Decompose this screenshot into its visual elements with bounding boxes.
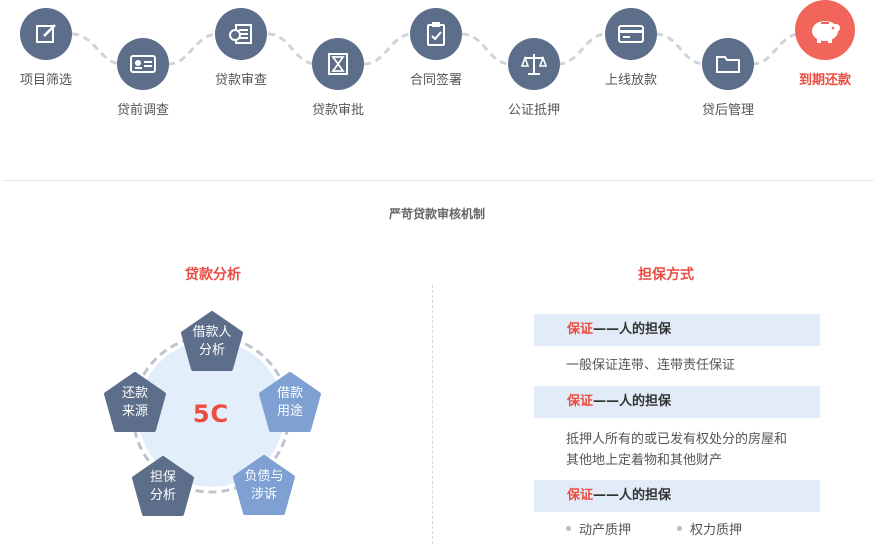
step-label: 项目筛选	[19, 73, 72, 88]
step-label: 公证抵押	[507, 103, 560, 118]
pentagon-repayment-source: 还款 来源	[103, 372, 167, 434]
pentagon-guarantee-analysis: 担保 分析	[131, 456, 195, 518]
guarantee-title: 担保方式	[638, 267, 694, 283]
mechanism-title: 严苛贷款审核机制	[388, 207, 485, 221]
step-label: 贷款审查	[214, 73, 267, 88]
bullet-item: 动产质押	[566, 519, 631, 538]
step-label: 合同签署	[409, 73, 462, 88]
process-connector-line	[71, 32, 801, 66]
credit-card-icon	[605, 8, 657, 60]
guarantee-bar: 保证——人的担保	[534, 386, 820, 418]
guarantee-rest: ——人的担保	[593, 488, 672, 503]
five-c-label: 5C	[192, 400, 230, 428]
step-label: 贷后管理	[701, 103, 754, 118]
pentagon-debt-litigation: 负债与 涉诉	[232, 455, 296, 517]
bullet-dot	[566, 526, 571, 531]
five-c-diagram: 5C 借款人 分析 借款 用途 负债与 涉诉 担保 分析 还款 来源	[100, 308, 330, 544]
guarantee-key: 保证	[567, 488, 594, 503]
guarantee-text: 一般保证连带、连带责任保证	[566, 358, 736, 373]
clipboard-check-icon	[410, 8, 462, 60]
pentagon-loan-purpose: 借款 用途	[258, 372, 322, 434]
pentagon-label: 借款 用途	[276, 386, 303, 419]
step-notarization-mortgage: 公证抵押	[479, 38, 589, 118]
guarantee-rest: ——人的担保	[593, 394, 672, 409]
scale-icon	[508, 38, 560, 90]
step-project-screening: 项目筛选	[0, 8, 101, 88]
pentagon-label: 负债与 涉诉	[244, 469, 284, 502]
pentagon-label: 借款人 分析	[192, 325, 232, 358]
hourglass-icon	[312, 38, 364, 90]
bullet-item: 权力质押	[677, 519, 742, 538]
guarantee-bar: 保证——人的担保	[534, 480, 820, 512]
guarantee-rest: ——人的担保	[593, 322, 672, 337]
bullet-label: 动产质押	[579, 523, 632, 538]
step-pre-loan-investigation: 贷前调查	[88, 38, 198, 118]
coin-document-icon	[215, 8, 267, 60]
guarantee-key: 保证	[567, 394, 594, 409]
guarantee-list: 保证——人的担保 一般保证连带、连带责任保证 保证——人的担保 抵押人所有的或已…	[534, 314, 820, 538]
section-divider	[4, 180, 874, 181]
step-online-disbursement: 上线放款	[576, 8, 686, 88]
step-maturity-repayment: 到期还款	[770, 0, 874, 88]
step-label: 到期还款	[798, 73, 851, 88]
id-card-icon	[117, 38, 169, 90]
guarantee-bullets: 动产质押 权力质押	[534, 519, 820, 538]
folder-icon	[702, 38, 754, 90]
guarantee-key: 保证	[567, 322, 594, 337]
step-label: 上线放款	[604, 73, 657, 88]
pentagon-label: 担保 分析	[149, 470, 176, 503]
step-post-loan-management: 贷后管理	[673, 38, 783, 118]
step-loan-approval: 贷款审批	[283, 38, 393, 118]
edit-icon	[20, 8, 72, 60]
bullet-dot	[677, 526, 683, 531]
piggy-bank-icon	[795, 0, 855, 60]
loan-analysis-title: 贷款分析	[185, 267, 241, 283]
step-loan-review: 贷款审查	[186, 8, 296, 88]
pentagon-borrower-analysis: 借款人 分析	[180, 311, 244, 373]
step-label: 贷前调查	[116, 103, 169, 118]
step-label: 贷款审批	[311, 103, 364, 118]
bullet-label: 权力质押	[690, 523, 743, 538]
pentagon-label: 还款 来源	[121, 386, 148, 419]
loan-process-flow: 项目筛选 贷前调查 贷款审查 贷款审批 合同签署 公证抵押 上线	[0, 0, 874, 130]
step-contract-signing: 合同签署	[381, 8, 491, 88]
vertical-divider	[432, 285, 433, 544]
guarantee-text: 抵押人所有的或已发有权处分的房屋和其他地上定着物和其他财产	[566, 432, 788, 468]
guarantee-bar: 保证——人的担保	[534, 314, 820, 346]
